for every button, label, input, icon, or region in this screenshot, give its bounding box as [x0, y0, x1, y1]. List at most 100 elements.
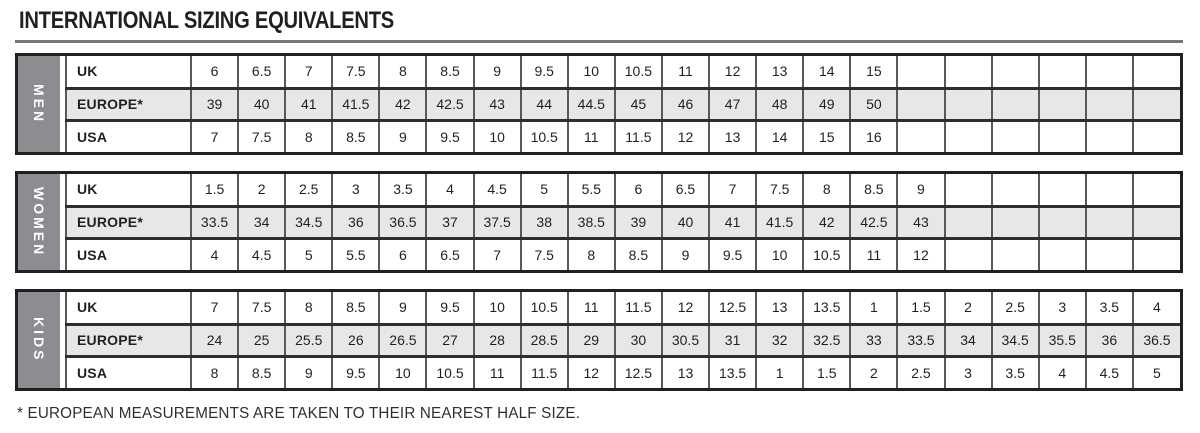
size-cell: 6.5	[237, 56, 286, 88]
size-cell: 41	[284, 86, 333, 120]
size-cell: 6.5	[425, 236, 474, 270]
size-cell: 9	[472, 56, 521, 88]
size-cell: 7	[472, 236, 521, 270]
size-cell: 39	[613, 204, 662, 238]
size-cell: 8	[802, 174, 851, 206]
size-cell: 49	[802, 86, 851, 120]
size-cell-empty	[990, 174, 1039, 206]
size-cell: 11	[566, 118, 615, 152]
size-cell-empty	[1131, 56, 1180, 88]
size-section-kids: KIDS UK 7 7.5 8 8.5 9 9.5 10 10.5 11 11.5 12 12.5 13 1…	[15, 289, 1183, 391]
size-cell: 12	[660, 118, 710, 152]
row-label: UK	[65, 56, 191, 88]
size-cell: 42.5	[849, 204, 898, 238]
size-cell: 7.5	[237, 118, 286, 152]
size-cell: 10.5	[519, 118, 568, 152]
size-cell: 42	[378, 86, 427, 120]
size-cell: 1.5	[896, 292, 945, 324]
size-cell: 24	[189, 322, 239, 356]
size-cell: 6	[613, 174, 662, 206]
size-cell: 2	[943, 292, 992, 324]
title-underline	[15, 40, 1183, 43]
size-cell: 8	[189, 354, 239, 388]
size-cell: 30	[613, 322, 662, 356]
size-cell: 4	[1131, 292, 1180, 324]
size-cell: 4	[189, 236, 239, 270]
size-cell-empty	[1037, 86, 1086, 120]
size-cell: 11	[849, 236, 898, 270]
size-row-europe: EUROPE* 24 25 25.5 26 26.5 27 28 28.5 29 30 30.5 31 3…	[65, 322, 1180, 356]
size-grid-kids: UK 7 7.5 8 8.5 9 9.5 10 10.5 11 11.5 12 12.5 13 13.5 1 1…	[65, 292, 1180, 388]
size-cell-empty	[990, 204, 1039, 238]
size-cell-empty	[943, 86, 992, 120]
size-cell: 41.5	[755, 204, 804, 238]
size-cell: 11.5	[613, 292, 662, 324]
size-cell: 7	[189, 118, 239, 152]
size-cell: 12	[660, 292, 710, 324]
size-cell: 34.5	[990, 322, 1039, 356]
size-cell: 11	[472, 354, 521, 388]
size-cell: 5	[1131, 354, 1180, 388]
size-cell-empty	[1131, 174, 1180, 206]
size-cell: 34	[943, 322, 992, 356]
size-cell: 8.5	[613, 236, 662, 270]
size-cell: 12.5	[613, 354, 662, 388]
size-row-uk: UK 1.5 2 2.5 3 3.5 4 4.5 5 5.5 6 6.5 7 7.5 8 8.5 9	[65, 174, 1180, 206]
section-label-women: WOMEN	[18, 174, 60, 270]
size-cell: 28.5	[519, 322, 568, 356]
size-cell: 12.5	[708, 292, 757, 324]
size-cell: 5	[284, 236, 333, 270]
sizing-sections: MEN UK 6 6.5 7 7.5 8 8.5 9 9.5 10 10.5 11 12 13 14 15 EU…	[15, 53, 1183, 391]
size-cell-empty	[896, 86, 945, 120]
size-cell-empty	[896, 118, 945, 152]
size-cell-empty	[943, 118, 992, 152]
size-cell: 41.5	[331, 86, 380, 120]
size-cell: 46	[660, 86, 710, 120]
size-cell: 7	[708, 174, 757, 206]
size-cell: 1.5	[189, 174, 239, 206]
size-cell: 14	[802, 56, 851, 88]
size-cell: 6	[189, 56, 239, 88]
size-cell: 27	[425, 322, 474, 356]
row-label: UK	[65, 174, 191, 206]
size-cell: 33.5	[896, 322, 945, 356]
size-cell: 9.5	[425, 292, 474, 324]
size-cell-empty	[1084, 86, 1133, 120]
size-cell: 7.5	[237, 292, 286, 324]
size-cell: 13	[660, 354, 710, 388]
size-row-usa: USA 4 4.5 5 5.5 6 6.5 7 7.5 8 8.5 9 9.5 10 10.5 11 12	[65, 236, 1180, 270]
row-label: USA	[65, 236, 191, 270]
size-cell: 4.5	[1084, 354, 1133, 388]
size-cell: 2	[237, 174, 286, 206]
size-cell-empty	[1037, 204, 1086, 238]
size-cell-empty	[1084, 56, 1133, 88]
size-cell: 9.5	[519, 56, 568, 88]
size-row-europe: EUROPE* 33.5 34 34.5 36 36.5 37 37.5 38 38.5 39 40 4…	[65, 204, 1180, 238]
size-cell: 10	[755, 236, 804, 270]
size-cell: 44.5	[566, 86, 615, 120]
size-cell: 8	[284, 292, 333, 324]
size-cell: 32	[755, 322, 804, 356]
size-cell-empty	[943, 174, 992, 206]
size-cell: 10	[472, 292, 521, 324]
size-cell: 30.5	[660, 322, 710, 356]
size-cell: 9.5	[425, 118, 474, 152]
size-cell: 7.5	[519, 236, 568, 270]
size-cell: 6.5	[660, 174, 710, 206]
size-cell-empty	[1131, 86, 1180, 120]
size-cell-empty	[1084, 204, 1133, 238]
size-cell: 5	[519, 174, 568, 206]
size-cell: 10.5	[613, 56, 662, 88]
row-label: EUROPE*	[65, 86, 191, 120]
size-cell: 10.5	[802, 236, 851, 270]
size-cell: 43	[896, 204, 945, 238]
size-cell: 10	[378, 354, 427, 388]
size-cell: 3.5	[990, 354, 1039, 388]
row-label: EUROPE*	[65, 322, 191, 356]
size-cell: 1	[849, 292, 898, 324]
size-cell: 37.5	[472, 204, 521, 238]
size-cell: 8.5	[849, 174, 898, 206]
size-cell: 13	[755, 292, 804, 324]
size-cell-empty	[943, 236, 992, 270]
